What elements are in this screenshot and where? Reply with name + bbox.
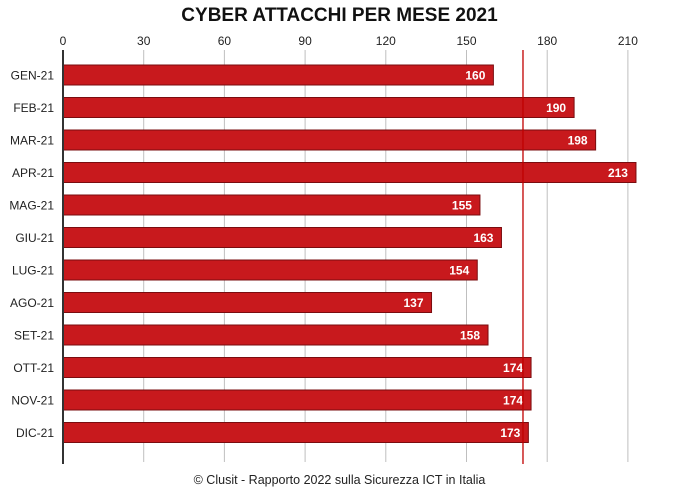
bar-value-label: 160 bbox=[465, 69, 485, 83]
bar-value-label: 198 bbox=[568, 134, 588, 148]
bar-lug-21 bbox=[62, 259, 478, 281]
chart-title: CYBER ATTACCHI PER MESE 2021 bbox=[181, 5, 498, 26]
bar-value-label: 137 bbox=[403, 296, 423, 310]
bar-value-label: 173 bbox=[500, 426, 520, 440]
bar-giu-21 bbox=[62, 227, 502, 248]
bar-mar-21 bbox=[62, 129, 597, 151]
bar-value-label: 190 bbox=[546, 101, 566, 115]
category-label: OTT-21 bbox=[13, 361, 54, 375]
category-label: GIU-21 bbox=[15, 231, 54, 245]
bar-dic-21 bbox=[62, 422, 529, 443]
x-tick-label: 150 bbox=[456, 34, 476, 48]
x-tick-label: 60 bbox=[218, 34, 232, 48]
bar-nov-21 bbox=[62, 389, 532, 411]
category-label: AGO-21 bbox=[10, 296, 54, 310]
bar-gen-21 bbox=[62, 64, 494, 86]
x-tick-label: 210 bbox=[618, 34, 638, 48]
bar-value-label: 174 bbox=[503, 394, 523, 408]
bar-apr-21 bbox=[62, 162, 637, 183]
category-label: MAG-21 bbox=[9, 199, 54, 213]
bar-value-label: 163 bbox=[473, 231, 493, 245]
bar-feb-21 bbox=[62, 97, 575, 118]
x-tick-label: 90 bbox=[298, 34, 312, 48]
bar-ago-21 bbox=[62, 292, 433, 313]
bar-value-label: 174 bbox=[503, 361, 523, 375]
x-tick-labels: 0 30 60 90 120 150 180 210 bbox=[60, 34, 639, 48]
category-label: LUG-21 bbox=[12, 264, 54, 278]
bar-value-label: 158 bbox=[460, 329, 480, 343]
category-labels: GEN-21 FEB-21 MAR-21 APR-21 MAG-21 GIU-21 LUG-… bbox=[9, 69, 54, 441]
category-label: FEB-21 bbox=[13, 101, 54, 115]
source-footer: © Clusit - Rapporto 2022 sulla Sicurezza… bbox=[193, 473, 486, 487]
x-tick-label: 30 bbox=[137, 34, 151, 48]
bar-value-label: 155 bbox=[452, 199, 472, 213]
category-label: NOV-21 bbox=[11, 394, 54, 408]
x-tick-label: 120 bbox=[376, 34, 396, 48]
category-label: APR-21 bbox=[12, 166, 54, 180]
x-tick-label: 180 bbox=[537, 34, 557, 48]
bar-mag-21 bbox=[62, 194, 481, 216]
bar-value-label: 213 bbox=[608, 166, 628, 180]
category-label: GEN-21 bbox=[11, 69, 55, 83]
bar-ott-21 bbox=[62, 357, 532, 378]
x-tick-label: 0 bbox=[60, 34, 67, 48]
category-label: DIC-21 bbox=[16, 426, 54, 440]
bar-set-21 bbox=[62, 324, 489, 346]
category-label: MAR-21 bbox=[10, 134, 54, 148]
bar-value-label: 154 bbox=[449, 264, 469, 278]
bars: 160 190 198 213 155 163 154 137 158 174 174 173 bbox=[62, 64, 637, 443]
category-label: SET-21 bbox=[14, 329, 54, 343]
